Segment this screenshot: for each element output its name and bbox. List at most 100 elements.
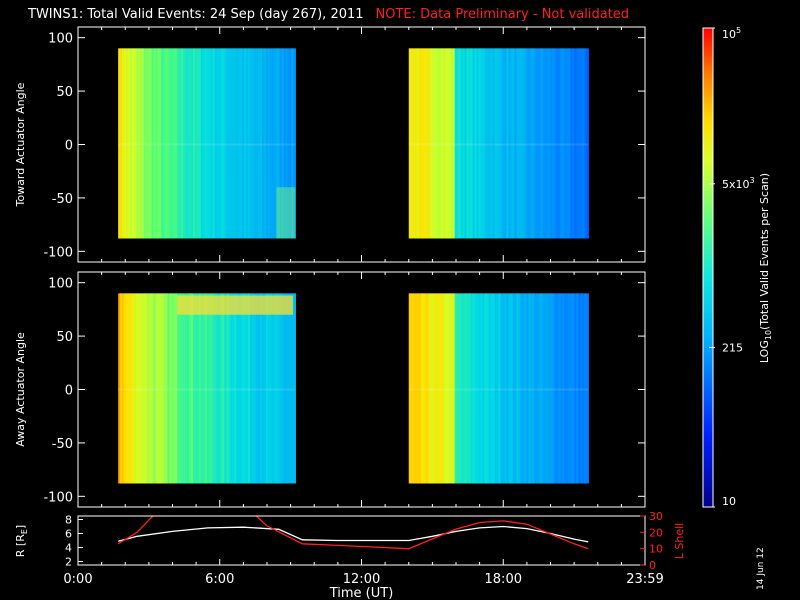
heatmap-column bbox=[185, 48, 188, 239]
heatmap-column bbox=[470, 48, 474, 239]
heatmap-column bbox=[420, 48, 424, 239]
heatmap-column bbox=[512, 293, 516, 484]
heatmap-column bbox=[287, 48, 291, 239]
heatmap-column bbox=[532, 293, 536, 484]
heatmap-column bbox=[582, 293, 585, 484]
heatmap-column bbox=[424, 293, 428, 484]
heatmap-column bbox=[269, 293, 273, 484]
heatmap-column bbox=[234, 48, 237, 239]
heatmap-column bbox=[582, 48, 585, 239]
heatmap-column bbox=[554, 48, 557, 239]
heatmap-column bbox=[426, 48, 430, 239]
heatmap-column bbox=[504, 293, 508, 484]
heatmap-column bbox=[570, 48, 573, 239]
heatmap-column bbox=[257, 293, 261, 484]
heatmap-column bbox=[189, 293, 192, 484]
y-tick-label: 2 bbox=[65, 556, 72, 569]
heatmap-column bbox=[210, 48, 214, 239]
heatmap-column bbox=[204, 293, 208, 484]
y-tick-label: 100 bbox=[48, 32, 73, 47]
heatmap-column bbox=[177, 293, 180, 484]
heatmap-column bbox=[153, 293, 157, 484]
heatmap-column bbox=[524, 293, 528, 484]
heatmap-column bbox=[238, 48, 241, 239]
heatmap-column bbox=[550, 293, 553, 484]
heatmap-column bbox=[291, 293, 294, 484]
heatmap-column bbox=[135, 48, 139, 239]
heatmap-column bbox=[530, 293, 534, 484]
y-tick-label-right: 10 bbox=[649, 543, 663, 556]
heatmap-column bbox=[568, 48, 571, 239]
heatmap-column bbox=[450, 293, 454, 484]
heatmap-column bbox=[434, 293, 438, 484]
heatmap-column bbox=[428, 48, 432, 239]
heatmap-column bbox=[504, 48, 508, 239]
heatmap-column bbox=[283, 48, 287, 239]
heatmap-column bbox=[548, 48, 551, 239]
x-tick-label: 0:00 bbox=[63, 572, 92, 587]
heatmap-column bbox=[526, 293, 530, 484]
heatmap-column bbox=[456, 293, 460, 484]
heatmap-column bbox=[512, 48, 516, 239]
heatmap-column bbox=[458, 48, 462, 239]
colorbar-frame bbox=[702, 27, 714, 508]
heatmap-block bbox=[408, 293, 589, 484]
panel-toward: 100 50 0 -50 -100 Toward Actuator Angle bbox=[14, 26, 646, 263]
heatmap-column bbox=[446, 48, 450, 239]
heatmap-column bbox=[181, 48, 184, 239]
heatmap-column bbox=[470, 293, 474, 484]
y-tick-label: 50 bbox=[56, 85, 73, 100]
heatmap-column bbox=[275, 48, 279, 239]
heatmap-column bbox=[554, 293, 557, 484]
y-axis-label-right: L Shell bbox=[673, 523, 686, 559]
heatmap-column bbox=[135, 293, 139, 484]
heatmap-column bbox=[261, 293, 265, 484]
heatmap-column bbox=[137, 48, 141, 239]
heatmap-column bbox=[412, 293, 416, 484]
heatmap-column bbox=[157, 293, 161, 484]
y-tick-label: 50 bbox=[56, 330, 73, 345]
heatmap-column bbox=[149, 293, 153, 484]
heatmap-column bbox=[422, 293, 426, 484]
heatmap-column bbox=[139, 48, 143, 239]
heatmap-column bbox=[548, 293, 551, 484]
heatmap-column bbox=[586, 293, 589, 484]
heatmap-column bbox=[189, 48, 192, 239]
heatmap-column bbox=[261, 48, 265, 239]
heatmap-column bbox=[456, 48, 460, 239]
heatmap-column bbox=[187, 293, 190, 484]
heatmap-column bbox=[454, 293, 458, 484]
heatmap-column bbox=[460, 48, 464, 239]
heatmap-column bbox=[422, 48, 426, 239]
heatmap-column bbox=[514, 48, 518, 239]
heatmap-column bbox=[242, 293, 245, 484]
heatmap-column bbox=[224, 293, 228, 484]
heatmap-column bbox=[155, 293, 159, 484]
heatmap-column bbox=[440, 48, 444, 239]
y-tick-label: -100 bbox=[43, 490, 73, 505]
heatmap-column bbox=[466, 48, 470, 239]
heatmap-column bbox=[196, 48, 200, 239]
heatmap-column bbox=[472, 293, 476, 484]
heatmap-column bbox=[510, 293, 514, 484]
heatmap-column bbox=[289, 48, 293, 239]
colorbar-tick-label: 10 bbox=[722, 495, 736, 508]
heatmap-column bbox=[185, 293, 188, 484]
heatmap-column bbox=[576, 48, 579, 239]
heatmap-column bbox=[408, 293, 412, 484]
heatmap-column bbox=[416, 293, 420, 484]
heatmap-column bbox=[534, 293, 538, 484]
heatmap-column bbox=[438, 48, 442, 239]
panel-away: 100 50 0 -50 -100 Away Actuator Angle bbox=[14, 271, 646, 508]
heatmap-column bbox=[159, 48, 163, 239]
heatmap-column bbox=[244, 48, 247, 239]
heatmap-column bbox=[210, 293, 214, 484]
heatmap-column bbox=[488, 48, 492, 239]
y-tick-label: 0 bbox=[65, 384, 73, 399]
heatmap-column bbox=[482, 293, 486, 484]
heatmap-column bbox=[212, 48, 216, 239]
heatmap-column bbox=[145, 48, 149, 239]
heatmap-column bbox=[128, 293, 131, 484]
